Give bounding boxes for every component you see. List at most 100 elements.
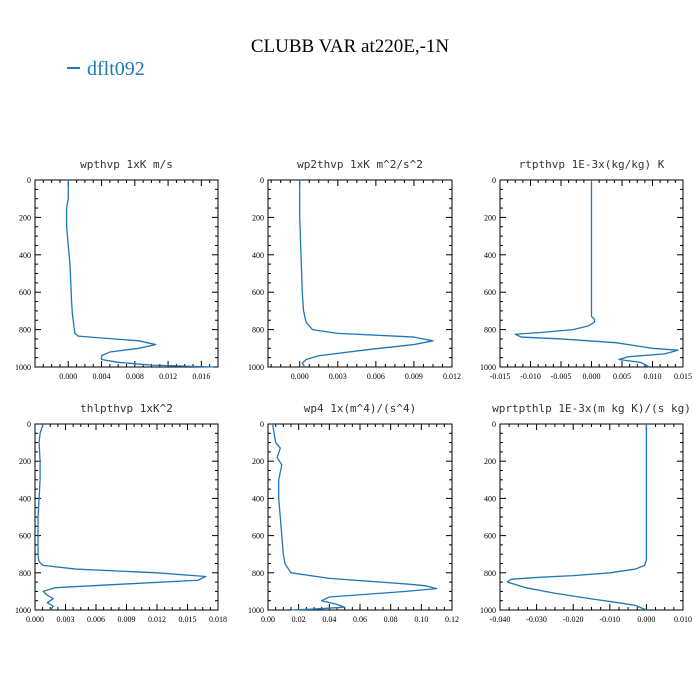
panel-title: wp2thvp 1xK m^2/s^2 [297,158,423,171]
series-line [514,180,679,368]
y-tick-label: 200 [484,213,496,222]
y-tick-label: 400 [484,251,496,260]
x-tick-label: 0.004 [93,372,111,381]
legend-line-swatch [67,67,80,70]
series-line [271,423,438,611]
y-tick-label: 800 [484,569,496,578]
x-tick-label: 0.006 [87,615,105,624]
y-tick-label: 200 [252,457,264,466]
panel-1: wpthvp 1xK m/s 0.000 0.004 0.008 0.012 0.016 0… [15,158,219,381]
x-tick-label: -0.005 [551,372,572,381]
y-tick-label: 400 [484,494,496,503]
plot-frame [267,423,453,611]
y-tick-label: 400 [252,251,264,260]
x-tick-label: 0.008 [126,372,144,381]
x-tick-label: -0.020 [563,615,584,624]
x-tick-label: -0.010 [520,372,541,381]
y-tick-label: 200 [484,457,496,466]
x-tick-label: -0.015 [490,372,511,381]
y-tick-label: 600 [252,288,264,297]
x-tick-label: 0.000 [291,372,309,381]
y-tick-label: 1000 [248,606,264,615]
series-line [37,423,207,611]
panel-title: wp4 1x(m^4)/(s^4) [304,402,417,415]
legend: dflt092 [67,58,145,81]
panel-title: rtpthvp 1E-3x(kg/kg) K [519,158,665,171]
y-tick-label: 600 [252,532,264,541]
y-tick-label: 600 [19,288,31,297]
x-tick-label: 0.02 [292,615,306,624]
y-tick-label: 400 [19,494,31,503]
series-line [506,424,648,611]
series-line [65,180,214,368]
y-tick-label: 1000 [480,363,496,372]
plot-frame [34,179,219,368]
y-tick-label: 0 [492,420,496,429]
x-tick-label: -0.030 [526,615,547,624]
x-tick-label: 0.006 [367,372,385,381]
y-tick-label: 600 [484,288,496,297]
x-tick-label: 0.015 [674,372,692,381]
x-tick-label: 0.009 [405,372,423,381]
x-tick-label: 0.012 [148,615,166,624]
panel-3: rtpthvp 1E-3x(kg/kg) K -0.015 -0.010 -0.005… [480,158,692,381]
x-tick-label: 0.016 [192,372,210,381]
y-tick-label: 800 [19,326,31,335]
y-tick-label: 0 [27,420,31,429]
x-tick-label: 0.08 [384,615,398,624]
figure-title: CLUBB VAR at220E,-1N [250,36,450,57]
y-tick-label: 200 [19,213,31,222]
y-tick-label: 0 [260,420,264,429]
x-tick-label: 0.012 [443,372,461,381]
y-tick-label: 600 [19,532,31,541]
y-tick-label: 400 [19,251,31,260]
x-tick-label: 0.000 [26,615,44,624]
y-tick-label: 800 [252,326,264,335]
x-tick-label: 0.00 [261,615,275,624]
y-tick-label: 400 [252,494,264,503]
x-tick-label: 0.018 [209,615,227,624]
y-tick-label: 200 [19,457,31,466]
x-tick-label: 0.010 [674,615,692,624]
y-tick-label: 600 [484,532,496,541]
panel-title: wprtpthlp 1E-3x(m kg K)/(s kg) [492,402,691,415]
x-tick-label: 0.06 [353,615,367,624]
x-tick-label: 0.000 [583,372,601,381]
y-tick-label: 0 [492,176,496,185]
x-tick-label: 0.005 [613,372,631,381]
y-tick-label: 1000 [15,606,31,615]
y-tick-label: 1000 [15,363,31,372]
x-tick-label: 0.009 [118,615,136,624]
panel-2: wp2thvp 1xK m^2/s^2 0.000 0.003 0.006 0.009 0… [248,158,461,381]
x-tick-label: 0.10 [414,615,428,624]
y-tick-label: 200 [252,213,264,222]
x-tick-label: 0.003 [329,372,347,381]
x-tick-label: 0.015 [179,615,197,624]
y-tick-label: 800 [484,326,496,335]
y-tick-label: 1000 [248,363,264,372]
y-tick-label: 0 [260,176,264,185]
x-tick-label: 0.12 [445,615,459,624]
x-tick-label: 0.003 [57,615,75,624]
panel-5: wp4 1x(m^4)/(s^4) 0.00 0.02 0.04 0.06 0.08 0.1… [248,402,459,624]
y-tick-label: 800 [252,569,264,578]
legend-label: dflt092 [87,58,145,80]
plot-frame [34,423,219,611]
x-tick-label: 0.000 [637,615,655,624]
x-tick-label: 0.04 [322,615,336,624]
x-tick-label: 0.010 [644,372,662,381]
x-tick-label: -0.040 [490,615,511,624]
x-tick-label: -0.010 [599,615,620,624]
x-tick-label: 0.000 [59,372,77,381]
panel-6: wprtpthlp 1E-3x(m kg K)/(s kg) -0.040 -0.0… [480,402,692,624]
series-line [299,180,434,368]
y-tick-label: 800 [19,569,31,578]
panel-title: wpthvp 1xK m/s [80,158,173,171]
y-tick-label: 1000 [480,606,496,615]
panel-4: thlpthvp 1xK^2 0.000 0.003 0.006 0.009 0.012 0… [15,402,227,624]
x-tick-label: 0.012 [159,372,177,381]
y-tick-label: 0 [27,176,31,185]
panel-title: thlpthvp 1xK^2 [80,402,173,415]
